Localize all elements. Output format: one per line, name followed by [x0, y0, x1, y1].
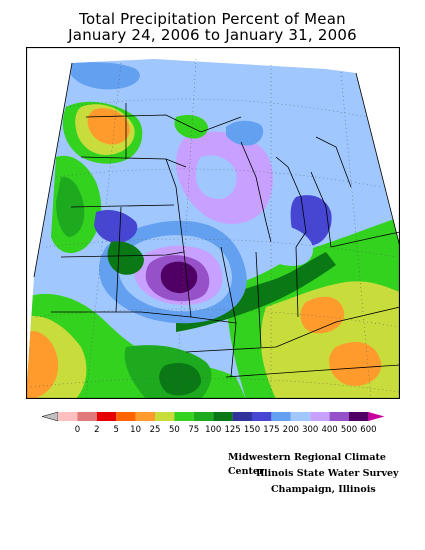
legend-swatch [116, 412, 136, 421]
legend-label: 10 [130, 425, 141, 435]
legend-label: 25 [150, 425, 161, 435]
lat-lon-grid [30, 58, 400, 399]
legend-swatch [155, 412, 175, 421]
legend-swatch [58, 412, 78, 421]
color-legend: 0 2 5 10 25 50 75 100 125 150 175 200 300 400 500 600 [41, 411, 385, 435]
legend-labels: 0 2 5 10 25 50 75 100 125 150 175 200 300 400 500 600 [75, 425, 377, 435]
legend-label: 500 [341, 425, 357, 435]
legend-swatch [271, 412, 291, 421]
legend-swatch [174, 412, 194, 421]
legend-label: 300 [302, 425, 318, 435]
legend-swatch [135, 412, 155, 421]
legend-label: 150 [244, 425, 260, 435]
legend-label: 2 [94, 425, 99, 435]
legend-label: 75 [188, 425, 199, 435]
legend-swatch [213, 412, 233, 421]
precipitation-field [26, 59, 400, 399]
map-frame [26, 47, 400, 399]
legend-label: 200 [283, 425, 299, 435]
legend-swatch [232, 412, 252, 421]
state-boundaries [33, 62, 400, 378]
legend-label: 175 [263, 425, 279, 435]
map-title-line1: Total Precipitation Percent of Mean [79, 10, 346, 28]
legend-swatch [310, 412, 330, 421]
legend-swatch [329, 412, 349, 421]
legend-label: 50 [169, 425, 180, 435]
legend-swatch [290, 412, 311, 421]
legend-swatch [77, 412, 97, 421]
legend-label: 125 [224, 425, 240, 435]
legend-label: 0 [75, 425, 80, 435]
map-title-line2: January 24, 2006 to January 31, 2006 [68, 26, 357, 44]
legend-swatch [96, 412, 117, 421]
legend-label: 100 [205, 425, 221, 435]
credit-line2: Illinois State Water Survey [256, 468, 399, 479]
legend-label: 5 [113, 425, 118, 435]
legend-swatches [41, 411, 385, 422]
precipitation-map [26, 47, 400, 399]
legend-swatch [349, 412, 369, 421]
legend-label: 400 [321, 425, 337, 435]
legend-swatch [252, 412, 272, 421]
legend-swatch [193, 412, 214, 421]
credit-line3: Champaign, Illinois [271, 484, 376, 495]
legend-label: 600 [360, 425, 376, 435]
legend-tail-high [368, 412, 385, 421]
legend-tail-low [41, 411, 59, 422]
credit-line1: Midwestern Regional Climate Center [228, 452, 386, 477]
